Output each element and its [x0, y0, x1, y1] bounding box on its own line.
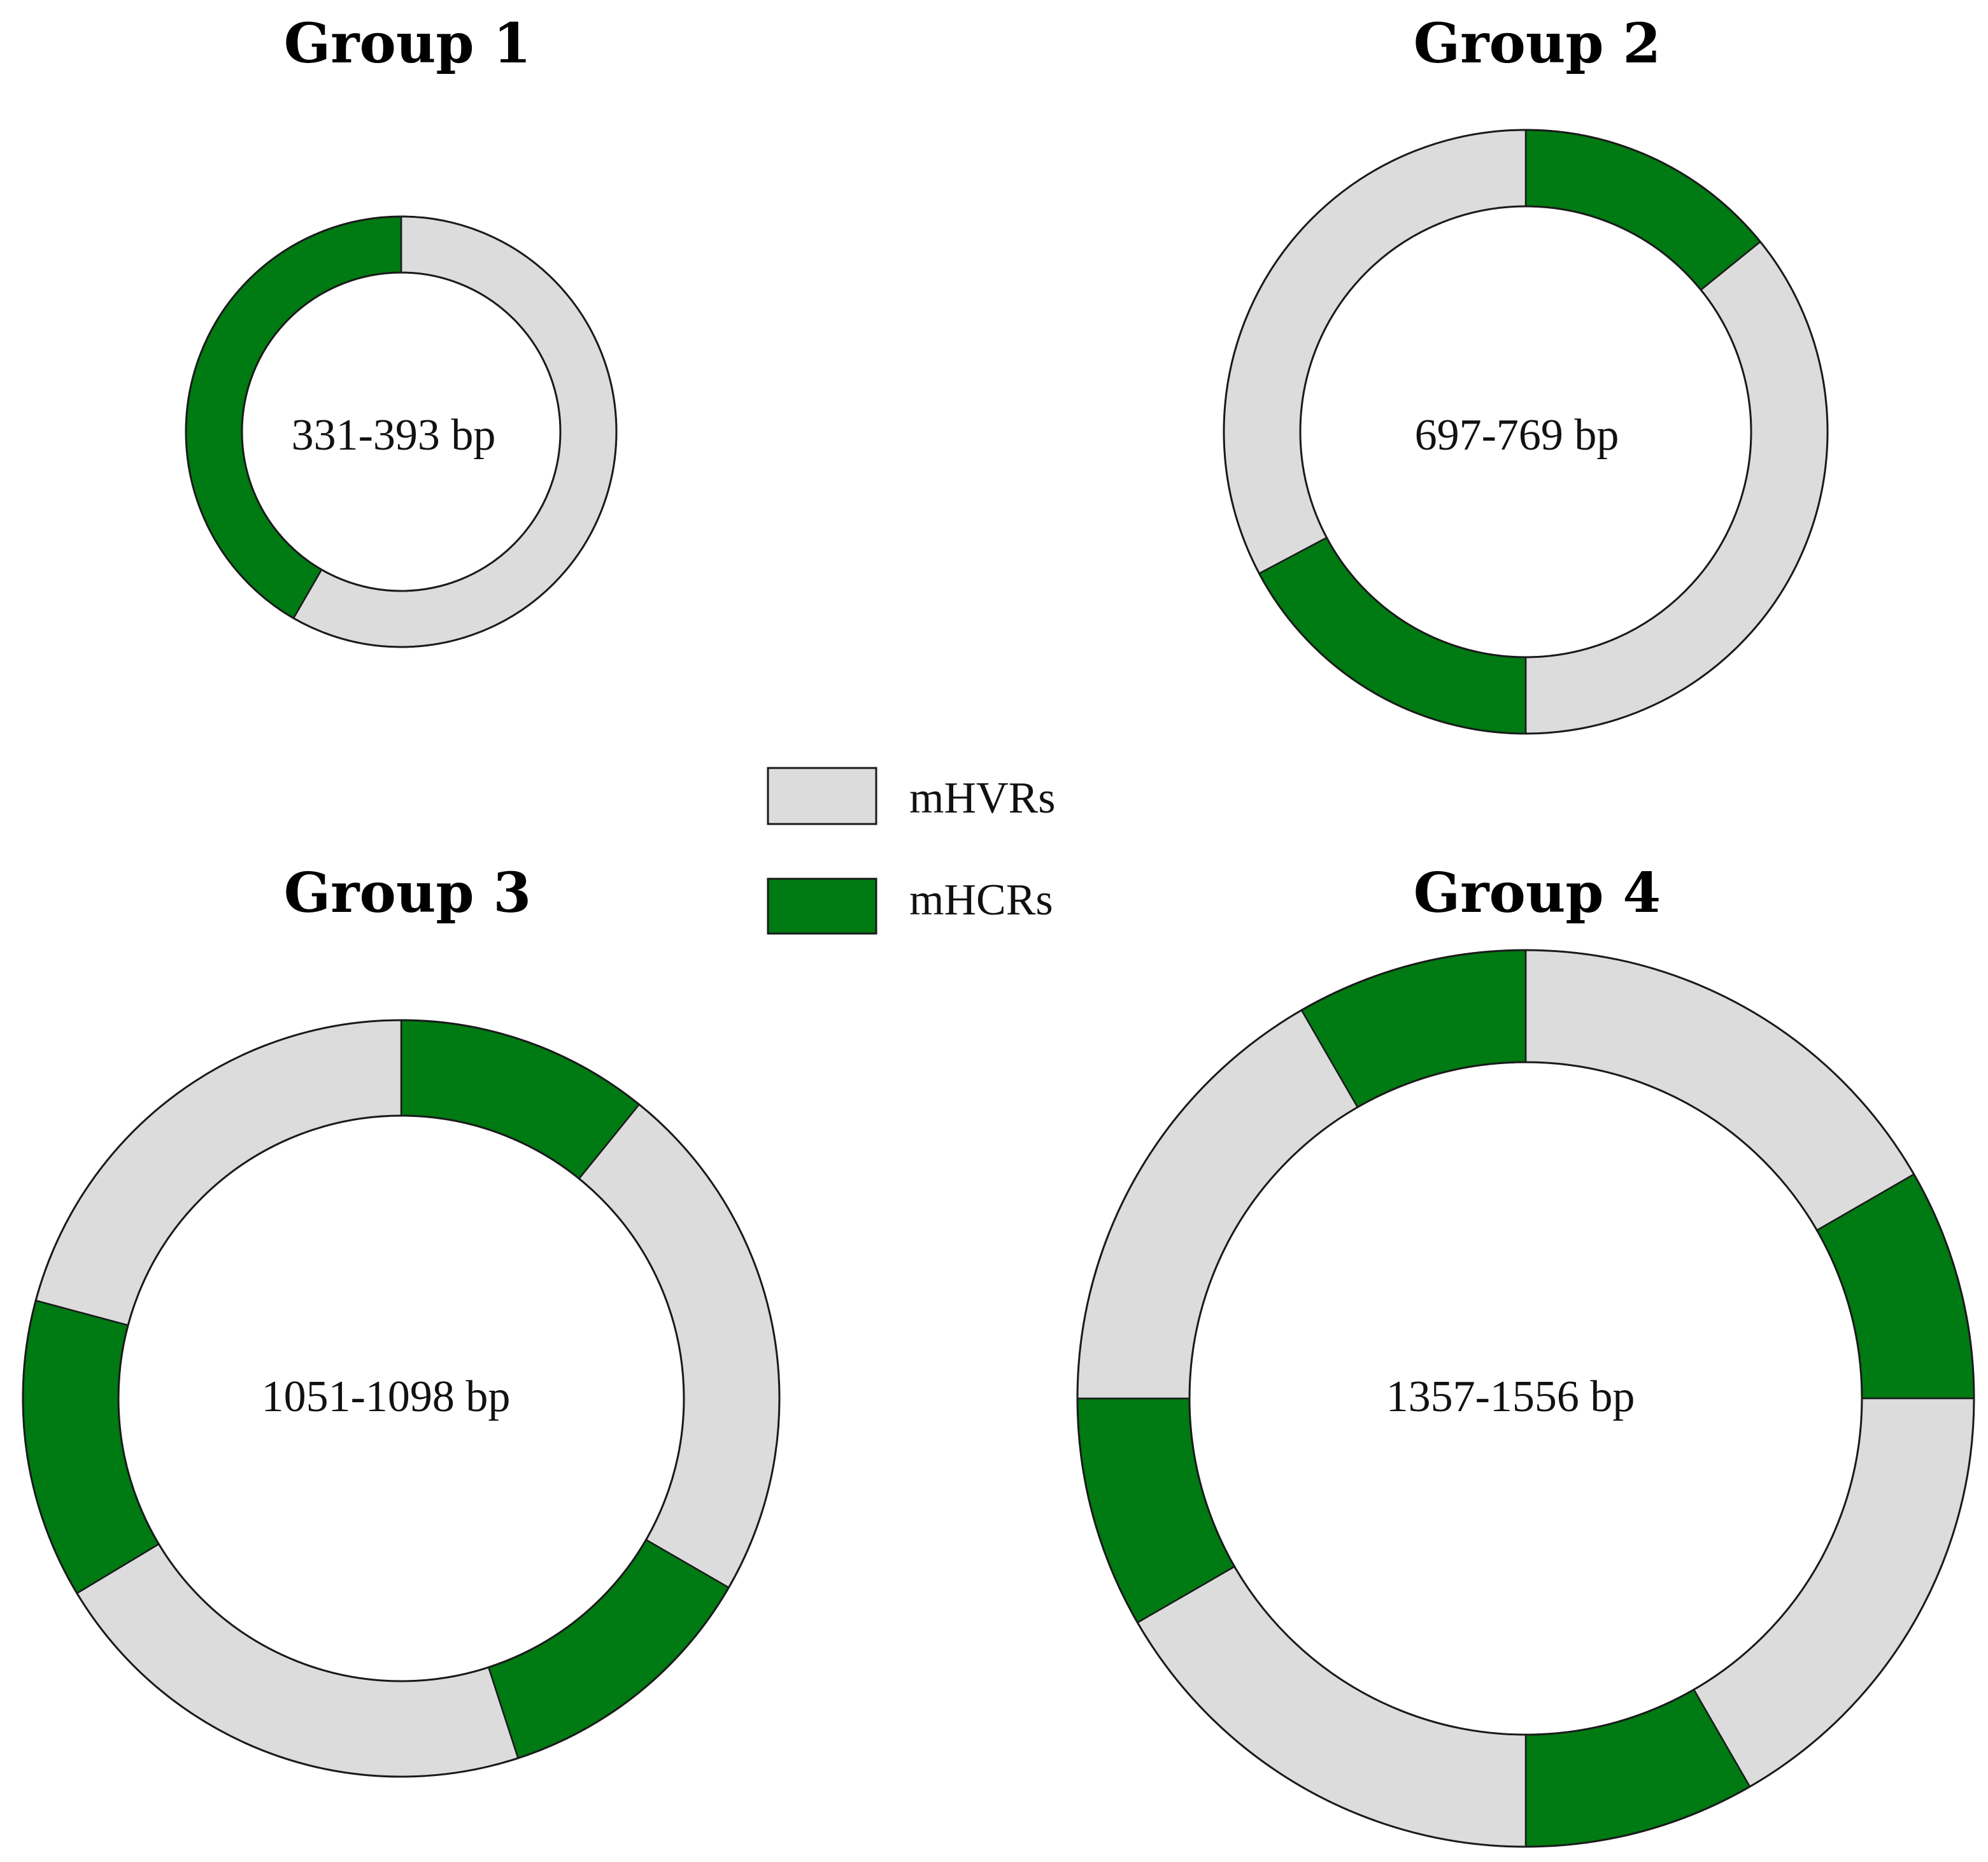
group-4-ring: [1076, 949, 1975, 1848]
group-2: Group 2 697-769 bp: [1223, 11, 1829, 735]
legend: mHVRs mHCRs: [767, 767, 1055, 935]
group-3-ring: [22, 1019, 781, 1778]
group-3-segment-mhcrs-5: [22, 1299, 160, 1595]
group-4-segment-mhvrs-1: [1524, 949, 1915, 1232]
group-2-segment-mhvrs-4: [1223, 129, 1527, 575]
group-2-title: Group 2: [1414, 11, 1661, 76]
group-3-size-label: 1051-1098 bp: [262, 1372, 511, 1421]
group-3-segment-mhvrs-6: [34, 1019, 402, 1326]
group-1-ring-inner-edge: [241, 271, 562, 592]
group-3-title: Group 3: [284, 861, 532, 925]
group-4-size-label: 1357-1556 bp: [1386, 1372, 1635, 1421]
group-1: Group 1 331-393 bp: [185, 11, 618, 648]
group-4-segment-mhvrs-7: [1076, 1009, 1359, 1400]
group-3-ring-outer-edge: [22, 1019, 781, 1778]
legend-label-mhcrs: mHCRs: [909, 876, 1053, 925]
group-2-ring-outer-edge: [1223, 129, 1829, 735]
group-2-ring: [1223, 129, 1829, 735]
group-4-segment-mhvrs-3: [1693, 1397, 1975, 1788]
group-1-title: Group 1: [284, 11, 532, 76]
group-2-size-label: 697-769 bp: [1415, 411, 1619, 460]
group-4: Group 4 1357-1556 bp: [1076, 861, 1975, 1848]
group-2-segment-mhcrs-3: [1258, 536, 1527, 735]
group-4-title: Group 4: [1414, 861, 1661, 925]
group-1-size-label: 331-393 bp: [292, 411, 496, 460]
group-1-ring: [185, 215, 618, 648]
group-2-segment-mhvrs-2: [1524, 240, 1829, 735]
group-2-ring-inner-edge: [1299, 205, 1752, 658]
group-4-segment-mhvrs-5: [1136, 1565, 1527, 1848]
group-3-ring-inner-edge: [117, 1114, 685, 1682]
group-3-segment-mhcrs-3: [487, 1539, 730, 1759]
group-4-ring-outer-edge: [1076, 949, 1975, 1848]
legend-label-mhvrs: mHVRs: [909, 774, 1055, 823]
legend-swatch-mhcrs: [767, 878, 877, 935]
group-3-segment-mhvrs-4: [76, 1542, 520, 1778]
group-3: Group 3 1051-1098 bp: [22, 861, 781, 1778]
legend-swatch-mhvrs: [767, 767, 877, 825]
group-1-ring-outer-edge: [185, 215, 618, 648]
group-4-ring-inner-edge: [1188, 1061, 1863, 1736]
